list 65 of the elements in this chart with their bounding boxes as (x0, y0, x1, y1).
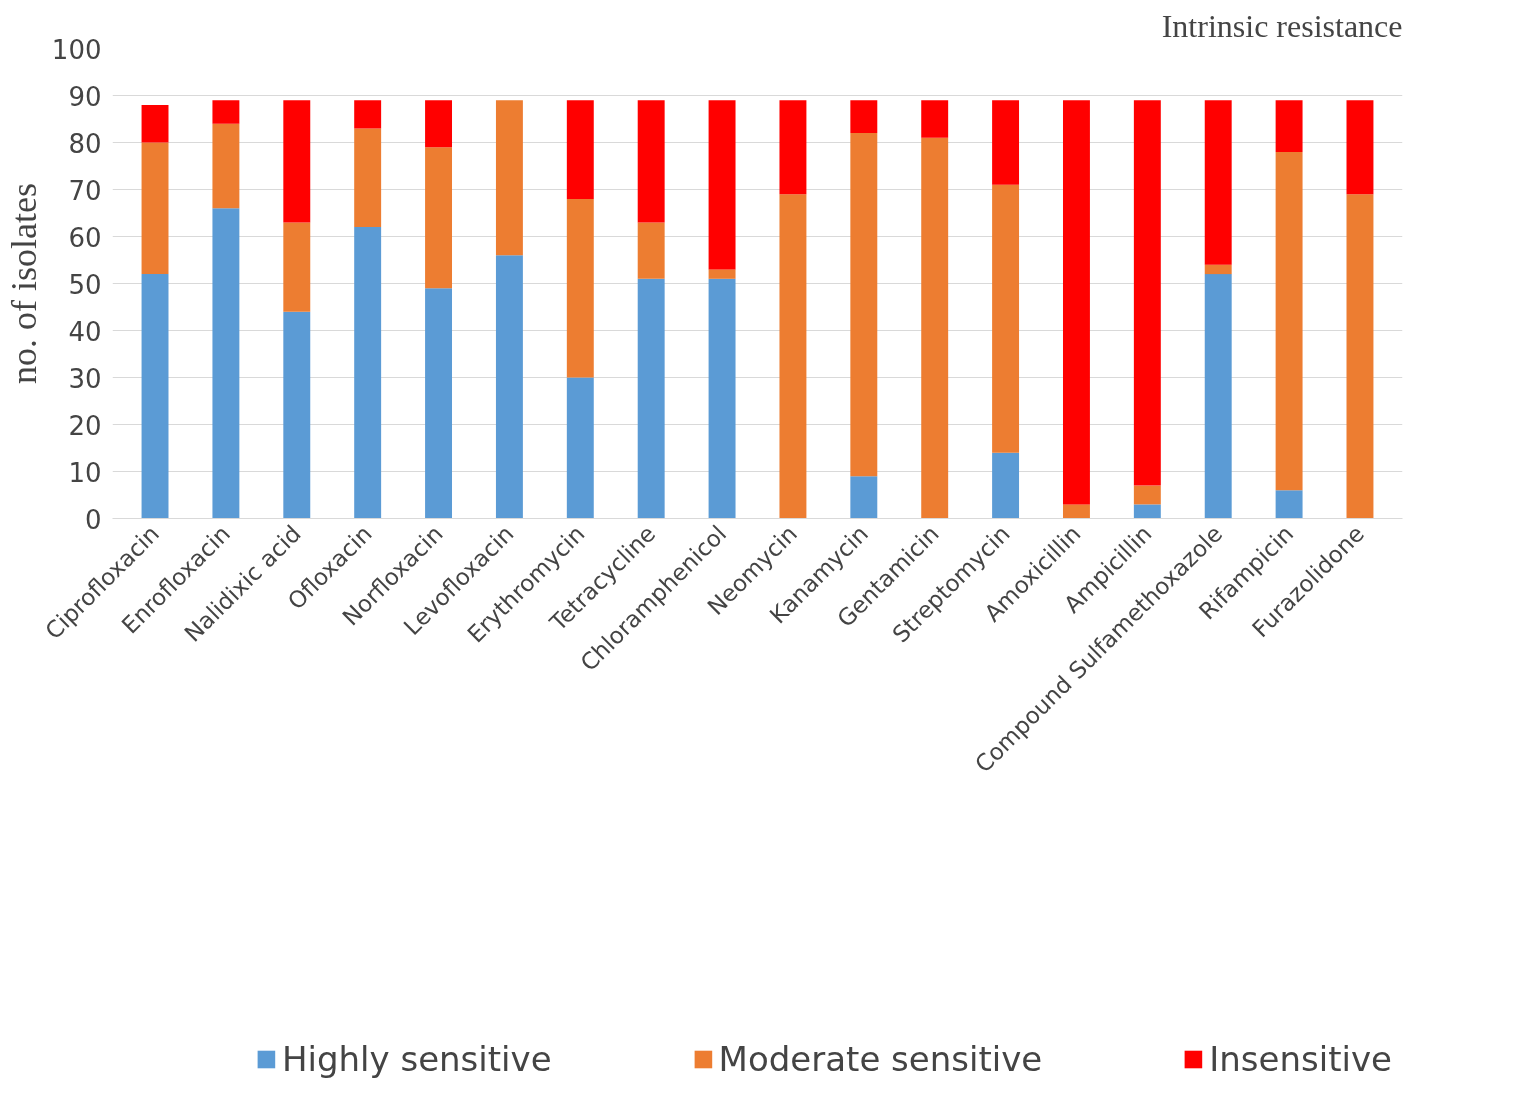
y-tick-label: 100 (51, 34, 102, 65)
bar (1062, 504, 1090, 519)
bar (1133, 100, 1161, 486)
y-axis-title: no. of isolates (3, 183, 44, 384)
y-tick-label: 80 (68, 128, 102, 159)
bar (637, 222, 665, 279)
bar (212, 100, 240, 124)
bar (354, 227, 382, 519)
legend-label: Moderate sensitive (718, 1039, 1043, 1079)
bar (1275, 100, 1303, 152)
bar (779, 100, 807, 195)
bar (1133, 504, 1161, 519)
bar (1204, 274, 1232, 519)
bar (1346, 194, 1374, 519)
bar (212, 123, 240, 209)
y-tick-label: 20 (68, 410, 102, 441)
bar (141, 142, 169, 275)
y-tick-label: 10 (68, 457, 102, 488)
bar (708, 278, 736, 519)
bar (1275, 151, 1303, 491)
bar (992, 100, 1020, 185)
bar (425, 100, 453, 148)
y-tick-label: 30 (68, 363, 102, 394)
bar (141, 104, 169, 143)
bar (283, 222, 311, 312)
bar (850, 100, 878, 134)
bar (425, 147, 453, 289)
bar (921, 100, 949, 138)
legend-label: Highly sensitive (281, 1039, 552, 1079)
bar (283, 100, 311, 223)
y-tick-label: 50 (68, 269, 102, 300)
bar (1062, 100, 1090, 505)
y-tick-label: 90 (68, 81, 102, 112)
bar (566, 377, 594, 519)
bar (637, 100, 665, 223)
bar (1204, 264, 1232, 275)
y-tick-label: 60 (68, 222, 102, 253)
bar (850, 133, 878, 477)
bar (566, 100, 594, 199)
bar (1346, 100, 1374, 195)
bar (495, 100, 523, 256)
bar (992, 452, 1020, 519)
bar (212, 208, 240, 519)
bar (141, 274, 169, 519)
bar (283, 311, 311, 519)
bar (566, 198, 594, 378)
y-tick-label: 70 (68, 175, 102, 206)
bar (921, 137, 949, 519)
bar (495, 255, 523, 519)
bar (1275, 490, 1303, 519)
bar (779, 194, 807, 519)
bar (354, 100, 382, 129)
text: Intrinsic resistance (1161, 7, 1403, 44)
bar (354, 128, 382, 228)
bar (992, 184, 1020, 453)
y-tick-label: 40 (68, 316, 102, 347)
bar (708, 269, 736, 279)
bar (637, 278, 665, 519)
bar (1133, 485, 1161, 505)
legend-label: Insensitive (1209, 1039, 1392, 1079)
bar (1204, 100, 1232, 265)
bar (850, 476, 878, 519)
y-tick-label: 0 (84, 504, 102, 535)
bar (708, 100, 736, 270)
bar (425, 288, 453, 519)
